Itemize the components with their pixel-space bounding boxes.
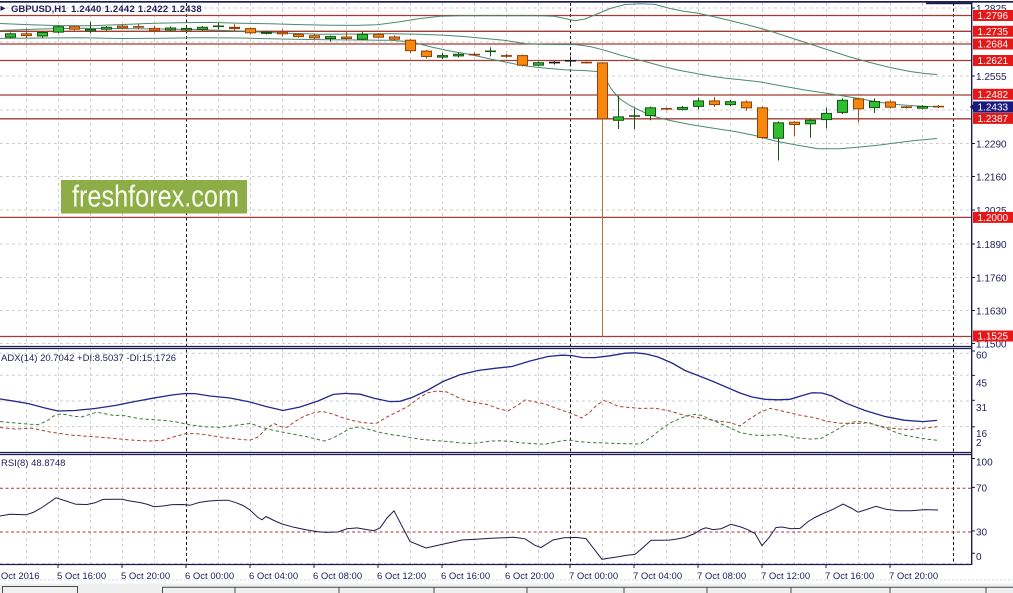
svg-text:ADX(14) 20.7042 +DI:8.5037 -DI: ADX(14) 20.7042 +DI:8.5037 -DI:15.1726 <box>1 353 176 364</box>
svg-text:5 Oct 16:00: 5 Oct 16:00 <box>57 571 106 582</box>
svg-text:16: 16 <box>976 429 988 440</box>
svg-text:2: 2 <box>976 438 982 449</box>
svg-text:5 Oct 20:00: 5 Oct 20:00 <box>121 571 170 582</box>
svg-text:1.2825: 1.2825 <box>976 4 1007 15</box>
svg-text:1.2160: 1.2160 <box>976 172 1007 183</box>
svg-text:1.1890: 1.1890 <box>976 240 1007 251</box>
svg-text:6 Oct 12:00: 6 Oct 12:00 <box>377 571 426 582</box>
svg-text:1.2440 1.2442 1.2422 1.2438: 1.2440 1.2442 1.2422 1.2438 <box>71 4 202 15</box>
svg-text:7 Oct 20:00: 7 Oct 20:00 <box>889 571 938 582</box>
svg-text:7 Oct 00:00: 7 Oct 00:00 <box>569 571 618 582</box>
svg-text:7 Oct 12:00: 7 Oct 12:00 <box>761 571 810 582</box>
svg-text:1.2735: 1.2735 <box>978 27 1009 38</box>
svg-text:0: 0 <box>976 552 982 563</box>
svg-text:1.1525: 1.1525 <box>978 332 1009 343</box>
svg-text:6 Oct 20:00: 6 Oct 20:00 <box>505 571 554 582</box>
svg-text:1.1630: 1.1630 <box>976 306 1007 317</box>
svg-text:31: 31 <box>976 403 988 414</box>
svg-text:1.2796: 1.2796 <box>978 11 1009 22</box>
svg-text:30: 30 <box>976 528 988 539</box>
svg-text:6 Oct 04:00: 6 Oct 04:00 <box>249 571 298 582</box>
svg-text:45: 45 <box>976 379 988 390</box>
svg-text:1.1500: 1.1500 <box>976 339 1007 350</box>
svg-text:1.2621: 1.2621 <box>978 56 1009 67</box>
svg-text:6 Oct 08:00: 6 Oct 08:00 <box>313 571 362 582</box>
svg-text:7 Oct 04:00: 7 Oct 04:00 <box>633 571 682 582</box>
svg-text:1.2684: 1.2684 <box>978 40 1009 51</box>
svg-text:GBPUSD,H1: GBPUSD,H1 <box>11 4 67 15</box>
svg-text:60: 60 <box>976 351 988 362</box>
svg-text:freshforex.com: freshforex.com <box>72 179 239 214</box>
svg-text:5 Oct 2016: 5 Oct 2016 <box>0 571 39 582</box>
svg-text:1.2555: 1.2555 <box>976 72 1007 83</box>
svg-text:1.2387: 1.2387 <box>978 114 1009 125</box>
svg-text:1.2482: 1.2482 <box>978 90 1009 101</box>
svg-text:6 Oct 16:00: 6 Oct 16:00 <box>441 571 490 582</box>
svg-text:RSI(8) 48.8748: RSI(8) 48.8748 <box>1 458 65 469</box>
svg-text:6 Oct 00:00: 6 Oct 00:00 <box>185 571 234 582</box>
svg-text:1.2433: 1.2433 <box>978 103 1009 114</box>
svg-text:1.2290: 1.2290 <box>976 139 1007 150</box>
svg-text:1.2025: 1.2025 <box>976 206 1007 217</box>
svg-text:100: 100 <box>976 457 993 468</box>
svg-text:70: 70 <box>976 484 988 495</box>
svg-text:1.1760: 1.1760 <box>976 273 1007 284</box>
svg-text:1.2000: 1.2000 <box>978 213 1009 224</box>
svg-text:7 Oct 16:00: 7 Oct 16:00 <box>825 571 874 582</box>
svg-text:7 Oct 08:00: 7 Oct 08:00 <box>697 571 746 582</box>
